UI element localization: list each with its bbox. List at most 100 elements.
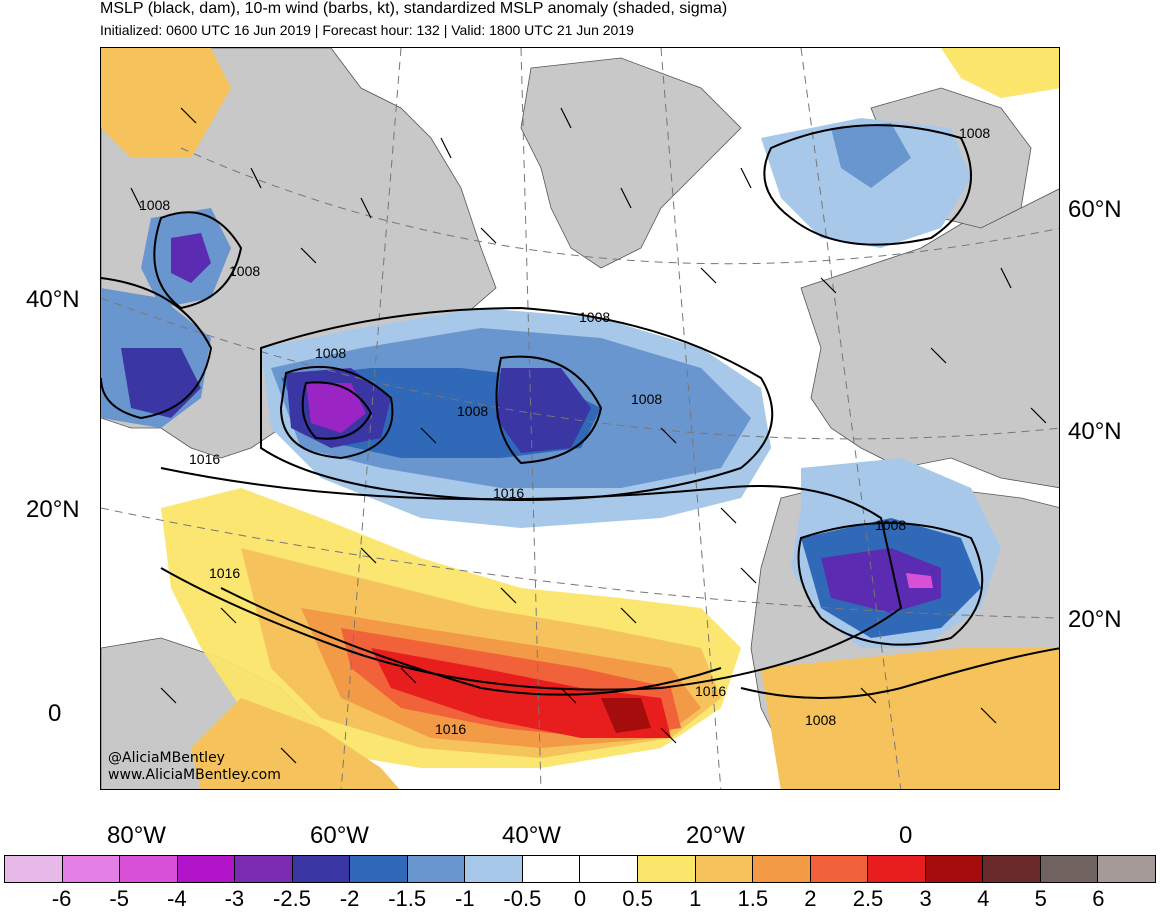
barb bbox=[660, 427, 677, 444]
lat-label-left: 40°N bbox=[26, 286, 80, 313]
isobar-label: 1008 bbox=[631, 391, 662, 407]
isobar-label: 1008 bbox=[875, 517, 906, 533]
isobar-label: 1008 bbox=[579, 309, 610, 325]
colorbar-swatch bbox=[753, 856, 811, 882]
colorbar-tick-label: -6 bbox=[51, 886, 72, 911]
colorbar-swatch bbox=[177, 856, 236, 882]
barb bbox=[820, 277, 837, 294]
isobar-1004-low-west bbox=[301, 381, 373, 440]
barb bbox=[220, 607, 237, 624]
isobar-1016-africa bbox=[740, 647, 1059, 699]
shade-low-west-core bbox=[306, 383, 366, 433]
colorbar-tick-label: -0.5 bbox=[503, 886, 542, 911]
map-title: MSLP (black, dam), 10-m wind (barbs, kt)… bbox=[100, 0, 728, 17]
colorbar-swatch bbox=[465, 856, 523, 882]
shade-ne-positive bbox=[941, 48, 1059, 98]
lon-label: 40°W bbox=[502, 822, 561, 849]
lon-label: 20°W bbox=[686, 822, 745, 849]
isobar-1008-na bbox=[101, 277, 213, 420]
isobar-label: 1008 bbox=[805, 712, 836, 728]
barb bbox=[860, 687, 877, 704]
colorbar-tick-label: -4 bbox=[167, 886, 187, 911]
colorbar-tick-label: -2.5 bbox=[273, 886, 311, 911]
shade-caribbean-3 bbox=[601, 698, 651, 733]
lat-label-left: 20°N bbox=[26, 496, 80, 523]
colorbar-swatch bbox=[810, 856, 869, 882]
isobar-label-layer: 1008 1008 1008 1008 1008 1008 1008 1008 … bbox=[139, 125, 990, 737]
barb bbox=[700, 267, 717, 284]
isobar-label: 1016 bbox=[189, 451, 220, 467]
isobar-1008-ne-coast bbox=[153, 211, 243, 310]
barb bbox=[500, 587, 517, 604]
colorbar-swatch bbox=[292, 856, 351, 882]
shade-africa-positive bbox=[761, 648, 1059, 789]
colorbar-swatch bbox=[522, 856, 581, 882]
lon-label: 80°W bbox=[107, 822, 166, 849]
barb bbox=[1030, 407, 1047, 424]
barb bbox=[300, 247, 317, 264]
barb bbox=[620, 607, 637, 624]
isobar-1008-africa bbox=[797, 522, 984, 646]
lat-line-40n bbox=[101, 297, 1059, 440]
colorbar-swatch bbox=[638, 856, 696, 882]
shade-africa-neg-peak bbox=[906, 573, 933, 588]
map-subtitle: Initialized: 0600 UTC 16 Jun 2019 | Fore… bbox=[100, 22, 634, 38]
isobar-label: 1016 bbox=[493, 485, 524, 501]
shade-south-america-pos bbox=[191, 698, 400, 789]
land-greenland bbox=[520, 57, 742, 269]
shade-africa-neg-core bbox=[821, 548, 941, 613]
land-europe bbox=[800, 188, 1059, 489]
lon-label: 0 bbox=[899, 822, 913, 849]
isobar-1008-low-mid bbox=[495, 355, 603, 465]
colorbar-tick-label: -1 bbox=[455, 886, 475, 911]
isobar-1012-caribbean bbox=[220, 587, 722, 696]
lon-line-20w bbox=[660, 48, 722, 789]
colorbar-tick-label: 0.5 bbox=[622, 886, 653, 911]
shade-na-low bbox=[121, 348, 201, 418]
isobars bbox=[101, 124, 1059, 699]
isobar-label: 1008 bbox=[315, 345, 346, 361]
colorbar-swatch bbox=[62, 856, 121, 882]
barb bbox=[400, 667, 417, 684]
barb bbox=[620, 187, 632, 209]
colorbar-swatch bbox=[5, 856, 63, 882]
barb bbox=[360, 547, 377, 564]
barb bbox=[130, 187, 142, 209]
barb bbox=[560, 107, 572, 129]
lat-label-left: 0 bbox=[48, 700, 62, 727]
colorbar-tick-label: 2 bbox=[804, 886, 817, 911]
isobar-1008-iceland bbox=[763, 124, 972, 246]
lat-line-60n bbox=[180, 147, 1059, 265]
colorbar-tick-label: 3 bbox=[919, 886, 932, 911]
map-canvas: 1008 1008 1008 1008 1008 1008 1008 1008 … bbox=[101, 48, 1059, 789]
colorbar-tick-label: 5 bbox=[1034, 886, 1047, 911]
colorbar-swatch bbox=[235, 856, 293, 882]
lat-label-right: 20°N bbox=[1068, 606, 1122, 633]
barb bbox=[440, 137, 452, 159]
barb bbox=[660, 727, 677, 744]
barb bbox=[740, 567, 757, 584]
barb bbox=[1000, 267, 1012, 289]
colorbar-swatch bbox=[1040, 856, 1099, 882]
credit-url[interactable]: www.AliciaMBentley.com bbox=[108, 767, 281, 783]
colorbar-swatch bbox=[350, 856, 408, 882]
lat-label-right: 60°N bbox=[1068, 196, 1122, 223]
barb bbox=[180, 107, 197, 124]
shade-ne-coast-low2 bbox=[171, 233, 211, 283]
colorbar-tick-label: 1 bbox=[689, 886, 702, 911]
colorbar-tick-label: -3 bbox=[224, 886, 245, 911]
colorbar-swatch bbox=[580, 856, 639, 882]
barb bbox=[250, 167, 262, 189]
isobar-1008-low-west bbox=[279, 365, 394, 460]
colorbar-tick-label: -1.5 bbox=[388, 886, 427, 911]
shade-nw-positive bbox=[101, 48, 231, 158]
isobar-label: 1008 bbox=[959, 125, 990, 141]
colorbar-tick-label: 1.5 bbox=[737, 886, 769, 911]
lon-line-40w bbox=[520, 48, 542, 789]
lat-line-20n bbox=[101, 507, 1059, 619]
isobar-label: 1008 bbox=[139, 197, 170, 213]
colorbar-tick-label: -2 bbox=[339, 886, 360, 911]
graticule bbox=[101, 48, 1059, 789]
isobar-label: 1008 bbox=[457, 403, 488, 419]
isobar-1012-atlantic bbox=[260, 306, 774, 501]
